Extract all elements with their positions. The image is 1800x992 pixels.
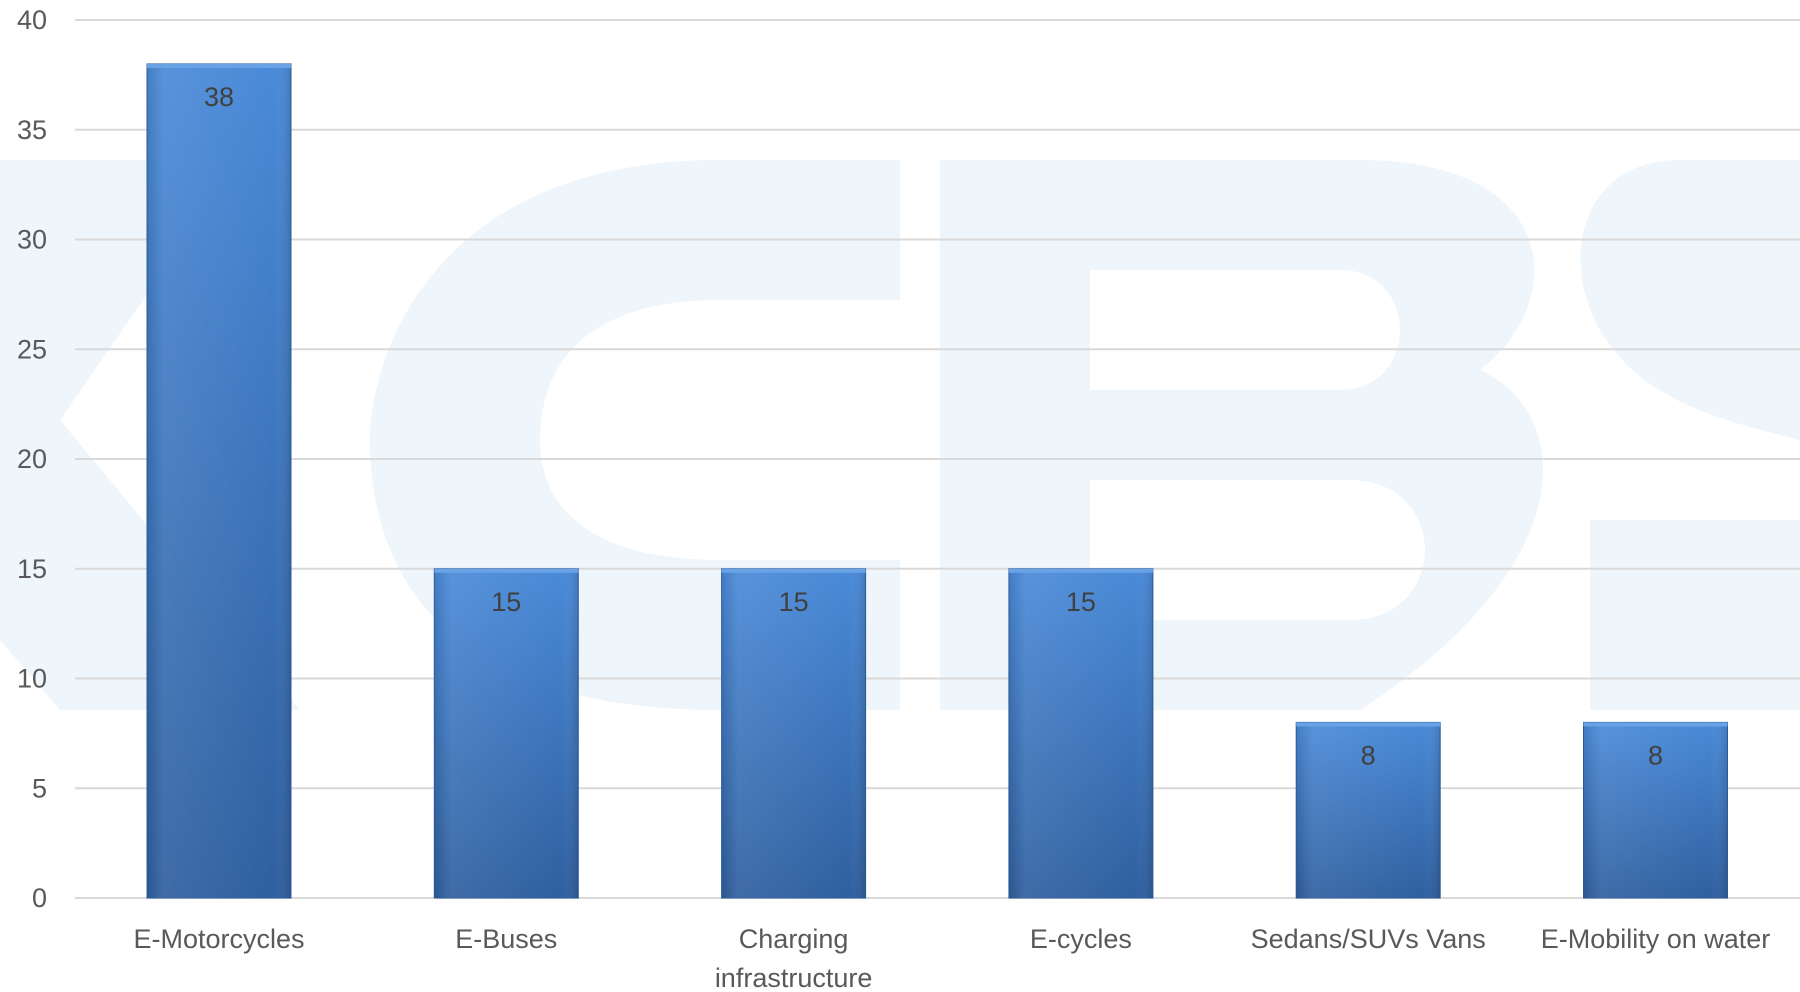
bar-shading	[147, 63, 291, 898]
x-axis: E-Motorcycles E-Buses Charging infrastructu…	[133, 924, 1770, 992]
y-axis: 0 5 10 15 20 25 30 35 40	[17, 5, 47, 913]
watermark-shape-left	[0, 160, 300, 710]
y-tick-label: 30	[17, 225, 47, 255]
y-tick-label: 0	[32, 883, 47, 913]
data-label: 15	[491, 587, 521, 617]
gridlines	[75, 19, 1800, 899]
data-labels: 38 15 15 15 8 8	[204, 82, 1663, 771]
bar-top-bevel	[1583, 722, 1728, 727]
data-label: 15	[1066, 587, 1096, 617]
x-tick-label: E-Buses	[455, 924, 557, 954]
bar-shading	[721, 568, 866, 898]
y-tick-label: 25	[17, 334, 47, 364]
y-tick-label: 10	[17, 664, 47, 694]
bar-shading	[434, 568, 579, 898]
x-tick-label: Sedans/SUVs Vans	[1251, 924, 1486, 954]
watermark-shape-s	[1580, 160, 1800, 710]
bars	[146, 63, 1728, 899]
x-tick-label: E-Motorcycles	[133, 924, 304, 954]
x-tick-label: E-cycles	[1030, 924, 1132, 954]
y-tick-label: 5	[32, 773, 47, 803]
bar-top-bevel	[1008, 568, 1153, 573]
bar-top-bevel	[434, 568, 579, 573]
y-tick-label: 35	[17, 115, 47, 145]
data-label: 15	[779, 587, 809, 617]
bar-shading	[1008, 568, 1153, 898]
watermark-shape-b	[940, 160, 1544, 710]
bar-shading	[1583, 722, 1728, 898]
x-tick-label: Charging infrastructure	[715, 924, 873, 992]
data-label: 8	[1648, 740, 1663, 770]
y-tick-label: 20	[17, 444, 47, 474]
bar-top-bevel	[721, 568, 866, 573]
y-tick-label: 15	[17, 554, 47, 584]
y-tick-label: 40	[17, 5, 47, 35]
data-label: 38	[204, 82, 234, 112]
data-label: 8	[1361, 740, 1376, 770]
bar-top-bevel	[1296, 722, 1441, 727]
x-tick-label: E-Mobility on water	[1541, 924, 1771, 954]
bar-shading	[1296, 722, 1441, 898]
bar-top-bevel	[147, 63, 291, 68]
